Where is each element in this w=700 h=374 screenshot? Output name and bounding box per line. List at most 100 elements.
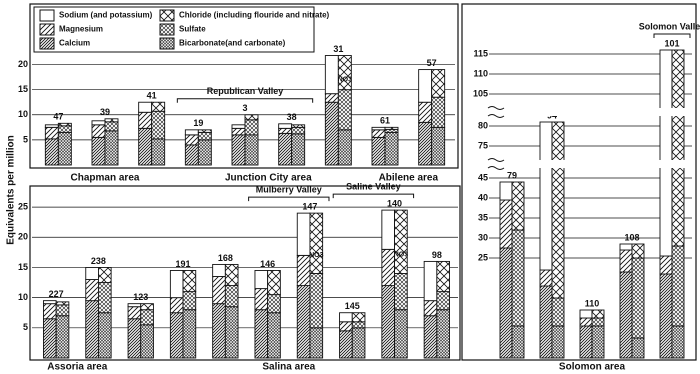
bar-segment <box>104 130 119 166</box>
bracket <box>248 196 330 202</box>
bar-segment <box>418 101 433 123</box>
bar-segment <box>511 181 525 231</box>
bar-segment <box>381 285 395 359</box>
bar-segment <box>44 126 59 140</box>
bar-segment <box>631 257 645 339</box>
bar-segment <box>436 291 450 311</box>
bar-segment <box>579 309 593 319</box>
legend-label: Bicarbonate(and carbonate) <box>179 39 286 48</box>
bracket-label: Mulberry Valley <box>256 185 322 195</box>
bar-segment <box>212 303 226 359</box>
bar-segment <box>337 129 352 166</box>
bar-segment <box>127 306 142 320</box>
bar-segment <box>140 309 154 326</box>
bar-label: 123 <box>133 292 148 302</box>
bar-segment <box>244 114 259 121</box>
bar-segment <box>619 249 633 273</box>
bar-segment <box>254 270 269 290</box>
bar-segment <box>97 282 112 314</box>
bar-segment <box>169 270 184 299</box>
bar-segment <box>267 312 281 359</box>
y-tick-label: 115 <box>473 48 488 58</box>
legend-swatch <box>159 23 175 36</box>
bar-segment <box>104 121 119 132</box>
area-label: Salina area <box>262 362 315 373</box>
bar-segment <box>57 125 72 133</box>
bar-label: 31 <box>333 44 343 54</box>
bar-segment <box>423 260 438 302</box>
bar-segment <box>418 69 433 103</box>
bar-segment <box>337 55 352 91</box>
bar-segment <box>91 120 106 126</box>
bar-segment <box>57 122 72 127</box>
bar-segment <box>371 126 386 131</box>
bar-segment <box>579 325 593 359</box>
bar-segment <box>431 126 446 166</box>
bar-segment <box>182 270 197 293</box>
bar-segment <box>44 138 59 166</box>
bar-segment <box>91 136 106 166</box>
bar-segment <box>431 69 446 98</box>
bar-segment <box>231 124 246 129</box>
bar-segment <box>138 101 153 113</box>
y-tick-label: 20 <box>18 232 28 242</box>
bar-segment <box>140 324 154 359</box>
y-tick-label: 25 <box>18 201 28 211</box>
y-tick-label: 75 <box>478 140 488 150</box>
bar-segment <box>127 318 142 359</box>
bar-segment <box>138 127 153 166</box>
bar-segment <box>511 325 525 359</box>
area-label: Assoria area <box>47 362 107 373</box>
bar-segment <box>309 212 324 274</box>
bar-segment <box>184 144 199 166</box>
y-tick-label: 40 <box>478 192 488 202</box>
y-tick-label: 25 <box>478 252 488 262</box>
legend-swatch <box>159 37 175 50</box>
bar-segment <box>591 317 605 327</box>
bar-segment <box>182 291 197 311</box>
bar-segment <box>85 279 99 302</box>
bar-segment <box>197 129 212 133</box>
note: NO3 <box>394 251 409 258</box>
bar-segment <box>351 327 366 359</box>
bar-segment <box>43 300 57 305</box>
area-label: Abilene area <box>379 173 439 184</box>
bar-segment <box>671 49 685 247</box>
bar-segment <box>539 121 553 271</box>
bar-segment <box>169 312 184 359</box>
y-tick-label: 5 <box>23 322 28 332</box>
bar-segment <box>212 276 226 305</box>
bar-segment <box>278 127 293 134</box>
bar-segment <box>184 129 199 136</box>
bar-label: 61 <box>380 116 390 126</box>
bar-segment <box>55 315 70 359</box>
bar-segment <box>296 254 311 287</box>
bar-segment <box>351 312 366 323</box>
bar-segment <box>591 309 605 319</box>
area-label: Solomon area <box>559 362 626 373</box>
bar-segment <box>57 131 72 166</box>
bar-segment <box>184 134 199 146</box>
bar-segment <box>291 124 306 128</box>
bar-segment <box>659 49 673 257</box>
bar-segment <box>499 181 513 201</box>
bar-segment <box>423 315 438 359</box>
legend-label: Sulfate <box>179 25 206 34</box>
bar-segment <box>539 285 553 359</box>
legend-label: Sodium (and potassium) <box>59 11 153 20</box>
bar-segment <box>97 312 112 359</box>
bracket <box>332 193 415 199</box>
y-tick-label: 15 <box>18 84 28 94</box>
bar-segment <box>384 126 399 130</box>
bar-segment <box>127 303 142 308</box>
bar-label: 147 <box>302 202 317 212</box>
legend-swatch <box>39 37 55 50</box>
bar-segment <box>384 131 399 166</box>
bar-segment <box>324 93 339 103</box>
bracket-label: Republican Valley <box>207 86 284 96</box>
y-axis-label: Equivalents per million <box>6 135 17 244</box>
bar-segment <box>671 325 685 359</box>
bar-segment <box>384 128 399 133</box>
bar-segment <box>511 229 525 327</box>
y-tick-label: 10 <box>18 109 28 119</box>
